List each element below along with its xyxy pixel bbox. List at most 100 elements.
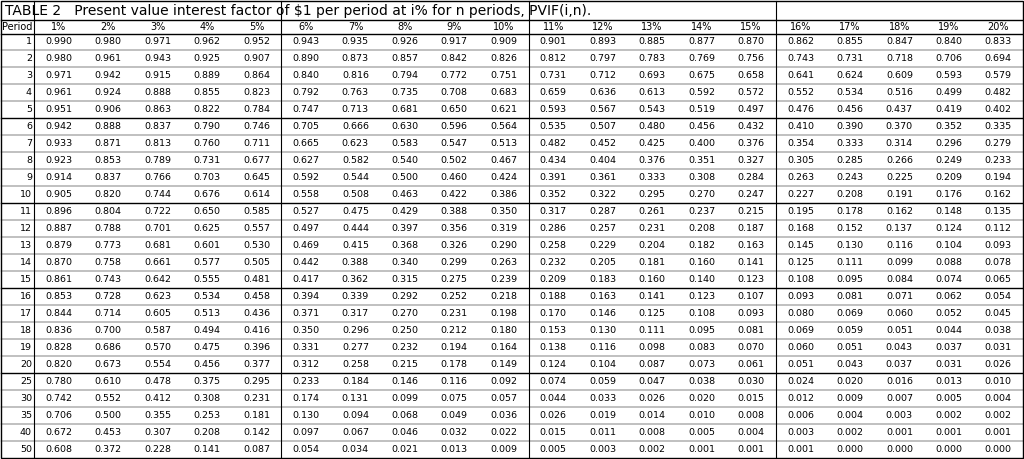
Text: 0.693: 0.693 <box>639 72 666 80</box>
Text: 0.069: 0.069 <box>837 309 863 318</box>
Text: 0.601: 0.601 <box>194 241 220 250</box>
Text: 20%: 20% <box>987 22 1009 32</box>
Text: 0.540: 0.540 <box>391 157 419 165</box>
Text: Period: Period <box>2 22 33 32</box>
Text: 0.870: 0.870 <box>45 258 73 267</box>
Text: 0.469: 0.469 <box>293 241 319 250</box>
Text: 0.277: 0.277 <box>342 343 369 352</box>
Text: 0.148: 0.148 <box>935 207 963 216</box>
Text: 0.020: 0.020 <box>837 377 863 386</box>
Text: 0.962: 0.962 <box>194 38 220 46</box>
Text: 0.676: 0.676 <box>194 190 220 199</box>
Text: 0.758: 0.758 <box>94 258 122 267</box>
Text: 0.108: 0.108 <box>688 309 715 318</box>
Text: 0.026: 0.026 <box>985 360 1012 369</box>
Text: 6%: 6% <box>298 22 313 32</box>
Text: 0.004: 0.004 <box>737 428 765 437</box>
Text: 0.208: 0.208 <box>688 224 715 233</box>
Text: 0.783: 0.783 <box>639 55 666 63</box>
Text: 0.888: 0.888 <box>94 123 122 131</box>
Text: 0.661: 0.661 <box>144 258 171 267</box>
Text: 0.650: 0.650 <box>440 106 468 114</box>
Text: 0.481: 0.481 <box>243 275 270 284</box>
Text: 0.044: 0.044 <box>540 394 566 403</box>
Text: 0.160: 0.160 <box>688 258 715 267</box>
Text: 0.608: 0.608 <box>45 445 73 454</box>
Text: 0.350: 0.350 <box>293 326 319 335</box>
Text: 0.980: 0.980 <box>94 38 122 46</box>
Text: 0.735: 0.735 <box>391 89 419 97</box>
Text: 0.456: 0.456 <box>837 106 863 114</box>
Text: 0.015: 0.015 <box>540 428 566 437</box>
Text: 0.145: 0.145 <box>787 241 814 250</box>
Text: 2: 2 <box>26 55 32 63</box>
Text: 0.837: 0.837 <box>94 174 122 182</box>
Text: 0.935: 0.935 <box>342 38 369 46</box>
Text: 0.901: 0.901 <box>540 38 566 46</box>
Text: 0.183: 0.183 <box>589 275 616 284</box>
Text: 0.855: 0.855 <box>837 38 863 46</box>
Text: 0.163: 0.163 <box>589 292 616 301</box>
Text: 0.140: 0.140 <box>688 275 715 284</box>
Text: 0.500: 0.500 <box>94 411 122 420</box>
Text: 0.456: 0.456 <box>688 123 715 131</box>
Text: 0.453: 0.453 <box>94 428 122 437</box>
Text: 0.164: 0.164 <box>490 343 517 352</box>
Text: 12%: 12% <box>592 22 613 32</box>
Text: 0.543: 0.543 <box>639 106 666 114</box>
Text: 0.054: 0.054 <box>293 445 319 454</box>
Text: 0.961: 0.961 <box>45 89 73 97</box>
Text: 0.659: 0.659 <box>540 89 566 97</box>
Text: 0.209: 0.209 <box>540 275 566 284</box>
Text: 0.675: 0.675 <box>688 72 715 80</box>
Text: 0.295: 0.295 <box>639 190 666 199</box>
Text: 0.926: 0.926 <box>391 38 419 46</box>
Text: 0.681: 0.681 <box>391 106 419 114</box>
Text: 0.516: 0.516 <box>886 89 912 97</box>
Text: 0.708: 0.708 <box>440 89 468 97</box>
Text: 0.467: 0.467 <box>490 157 517 165</box>
Text: 0.178: 0.178 <box>440 360 468 369</box>
Text: 0.010: 0.010 <box>688 411 715 420</box>
Text: 0.218: 0.218 <box>490 292 517 301</box>
Text: 0.043: 0.043 <box>886 343 913 352</box>
Text: 0.191: 0.191 <box>886 190 912 199</box>
Text: 0.794: 0.794 <box>391 72 419 80</box>
Text: 0.650: 0.650 <box>194 207 220 216</box>
Text: 3%: 3% <box>150 22 165 32</box>
Text: 0.001: 0.001 <box>787 445 814 454</box>
Text: 0.861: 0.861 <box>45 275 73 284</box>
Text: 0.400: 0.400 <box>688 140 715 148</box>
Text: 0.535: 0.535 <box>540 123 567 131</box>
Text: 0.137: 0.137 <box>886 224 913 233</box>
Text: 0.925: 0.925 <box>194 55 220 63</box>
Text: 0.371: 0.371 <box>293 309 319 318</box>
Text: 0.009: 0.009 <box>837 394 863 403</box>
Text: 0.237: 0.237 <box>688 207 715 216</box>
Text: 0.212: 0.212 <box>440 326 468 335</box>
Text: 0.475: 0.475 <box>342 207 369 216</box>
Text: 0.331: 0.331 <box>292 343 319 352</box>
Text: 0.038: 0.038 <box>985 326 1012 335</box>
Text: 0.312: 0.312 <box>293 360 319 369</box>
Text: 11: 11 <box>20 207 32 216</box>
Text: 0.914: 0.914 <box>45 174 73 182</box>
Text: 0.703: 0.703 <box>194 174 220 182</box>
Text: 0.870: 0.870 <box>737 38 765 46</box>
Text: 0.285: 0.285 <box>837 157 863 165</box>
Text: 0.051: 0.051 <box>837 343 863 352</box>
Text: 0.032: 0.032 <box>440 428 468 437</box>
Text: 9%: 9% <box>446 22 462 32</box>
Text: 0.013: 0.013 <box>935 377 963 386</box>
Text: 0.593: 0.593 <box>935 72 963 80</box>
Text: 0.609: 0.609 <box>886 72 912 80</box>
Text: 25: 25 <box>20 377 32 386</box>
Text: 0.412: 0.412 <box>144 394 171 403</box>
Text: 0.229: 0.229 <box>589 241 616 250</box>
Text: 0.037: 0.037 <box>886 360 913 369</box>
Text: 0.031: 0.031 <box>985 343 1012 352</box>
Text: 0.847: 0.847 <box>886 38 912 46</box>
Text: 0.001: 0.001 <box>886 428 912 437</box>
Text: 0.204: 0.204 <box>639 241 666 250</box>
Text: 1%: 1% <box>51 22 67 32</box>
